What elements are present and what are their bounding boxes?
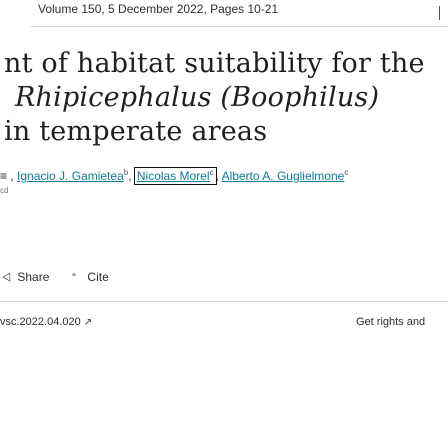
text-cursor: [439, 6, 440, 20]
author-link-gamietea[interactable]: Ignacio J. Gamietea: [17, 169, 124, 183]
doi-text: vsc.2022.04.020: [0, 316, 81, 328]
article-title-line-2: Rhipicephalus (Boophilus): [15, 82, 380, 113]
doi-link[interactable]: vsc.2022.04.020 ↗: [0, 316, 92, 328]
volume-info: Volume 150, 5 December 2022, Pages 10-21: [38, 2, 279, 16]
share-label: Share: [17, 270, 50, 284]
cite-button[interactable]: ” Cite: [72, 270, 109, 284]
article-title-line-3: in temperate areas: [4, 116, 268, 147]
external-link-icon: ↗: [83, 317, 93, 328]
author-affiliation-sup[interactable]: c: [344, 168, 349, 177]
author-link-morel[interactable]: Nicolas Morel: [136, 169, 210, 183]
get-rights-link[interactable]: Get rights and: [356, 316, 426, 328]
article-actions: ⨞ Share ” Cite: [2, 270, 109, 285]
share-icon: ⨞: [2, 272, 12, 284]
author-focus-box: Nicolas Morelc: [133, 167, 217, 185]
affiliation-fragment: cd: [0, 186, 9, 195]
header-divider: [31, 26, 448, 27]
cite-label: Cite: [87, 270, 109, 284]
quote-icon: ”: [72, 272, 76, 284]
share-button[interactable]: ⨞ Share: [2, 270, 53, 284]
section-divider: [0, 301, 448, 302]
article-title-line-1: nt of habitat suitability for the: [4, 48, 425, 79]
author-affiliation-sup[interactable]: b: [123, 168, 129, 177]
author-affiliation-sup[interactable]: c: [209, 168, 214, 177]
author-list: ≡ , Ignacio J. Gamieteab, Nicolas Morelc…: [0, 167, 349, 185]
author-list-fragment: ≡ ,: [0, 169, 14, 183]
author-link-guglielmone[interactable]: Alberto A. Guglielmone: [221, 169, 345, 183]
